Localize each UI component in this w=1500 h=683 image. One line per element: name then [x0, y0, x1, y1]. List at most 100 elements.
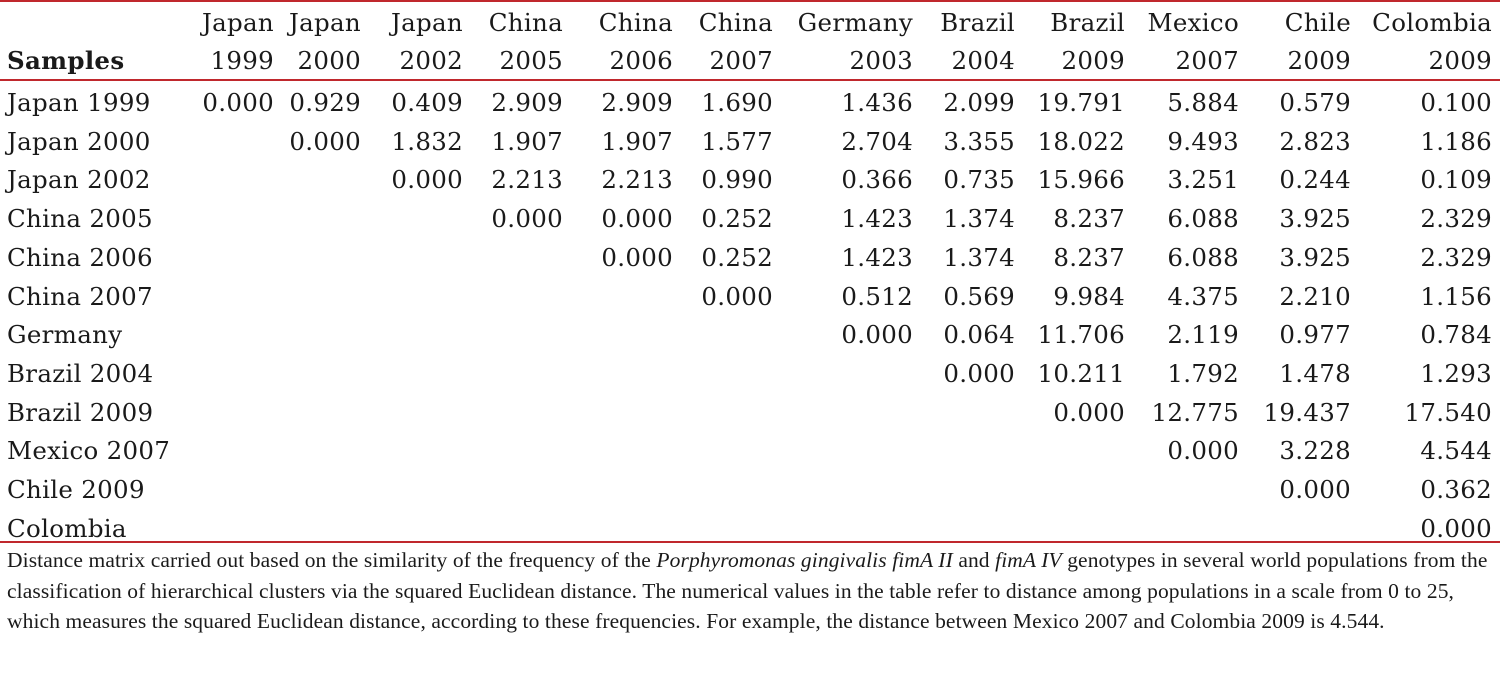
distance-cell [571, 432, 681, 471]
distance-cell [282, 316, 369, 355]
row-label: Japan 1999 [7, 88, 151, 117]
column-header-year: 2000 [297, 46, 361, 75]
column-header-name: Brazil [1050, 8, 1125, 37]
distance-cell [200, 161, 282, 200]
distance-cell [781, 432, 921, 471]
distance-cell [282, 200, 369, 239]
distance-cell [571, 510, 681, 549]
distance-cell: 2.119 [1167, 320, 1239, 350]
distance-cell: 0.512 [841, 281, 913, 311]
column-header-year: 2009 [1061, 46, 1125, 75]
column-header-year: 2002 [399, 46, 463, 75]
column-header: China 2007 [681, 4, 781, 82]
row-label: Mexico 2007 [7, 436, 171, 466]
distance-cell: 0.784 [1420, 320, 1492, 350]
distance-cell: 2.213 [491, 165, 563, 195]
table-row: Brazil 2004 0.000 10.211 1.792 1.478 1.293 [0, 355, 1500, 394]
distance-cell: 2.909 [601, 88, 673, 117]
distance-cell: 3.251 [1167, 165, 1239, 195]
table-row: Japan 1999 0.000 0.929 0.409 2.909 2.909 1.690… [0, 82, 1500, 123]
distance-cell: 0.000 [1279, 475, 1351, 505]
distance-cell: 3.925 [1279, 204, 1351, 234]
distance-cell: 0.000 [1053, 397, 1125, 427]
table-row: Colombia 0.000 [0, 510, 1500, 549]
distance-cell [282, 510, 369, 549]
distance-cell: 0.000 [601, 204, 673, 234]
distance-cell [200, 278, 282, 317]
row-label: Brazil 2004 [7, 358, 154, 388]
distance-cell: 0.000 [841, 320, 913, 350]
distance-cell [571, 394, 681, 433]
distance-cell: 2.099 [943, 88, 1015, 117]
row-label: Germany [7, 320, 123, 350]
column-header-name: Brazil [940, 8, 1015, 37]
distance-cell: 1.186 [1420, 126, 1492, 156]
distance-cell: 0.109 [1420, 165, 1492, 195]
table-bottom-rule [0, 541, 1500, 543]
distance-cell: 1.436 [841, 88, 913, 117]
distance-cell: 1.423 [841, 204, 913, 234]
table-row: Mexico 2007 0.000 3.228 4.544 [0, 432, 1500, 471]
distance-cell: 0.100 [1420, 88, 1492, 117]
column-header: China 2005 [471, 4, 571, 82]
distance-cell [471, 239, 571, 278]
column-header: Brazil 2004 [921, 4, 1023, 82]
table-row: China 2007 0.000 0.512 0.569 9.984 4.375 2.210… [0, 278, 1500, 317]
column-header-year: 2006 [609, 46, 673, 75]
distance-cell [921, 510, 1023, 549]
distance-cell: 0.064 [943, 320, 1015, 350]
distance-cell [681, 394, 781, 433]
column-header-name: Colombia [1372, 8, 1492, 37]
distance-cell [369, 355, 471, 394]
distance-cell [282, 355, 369, 394]
distance-cell: 0.000 [391, 165, 463, 195]
table-row: Japan 2002 0.000 2.213 2.213 0.990 0.366 0.735… [0, 161, 1500, 200]
row-label: Brazil 2009 [7, 397, 154, 427]
distance-cell [282, 278, 369, 317]
distance-cell [681, 471, 781, 510]
table-row: Germany 0.000 0.064 11.706 2.119 0.977 0.784 [0, 316, 1500, 355]
distance-cell [200, 471, 282, 510]
distance-cell [369, 278, 471, 317]
distance-cell: 0.569 [943, 281, 1015, 311]
distance-cell [282, 471, 369, 510]
distance-cell: 0.000 [943, 358, 1015, 388]
distance-cell: 5.884 [1167, 88, 1239, 117]
column-header-year: 2003 [849, 46, 913, 75]
column-header-year: 2009 [1287, 46, 1351, 75]
distance-cell [471, 432, 571, 471]
distance-cell [471, 394, 571, 433]
distance-cell: 8.237 [1053, 204, 1125, 234]
distance-cell: 18.022 [1037, 126, 1125, 156]
caption-species: Porphyromonas gingivalis [656, 548, 887, 572]
distance-cell [471, 355, 571, 394]
column-header-name: China [488, 8, 563, 37]
distance-cell: 1.478 [1279, 358, 1351, 388]
distance-cell: 0.362 [1420, 475, 1492, 505]
distance-cell: 15.966 [1037, 165, 1125, 195]
table-row: China 2006 0.000 0.252 1.423 1.374 8.237 6.088… [0, 239, 1500, 278]
distance-cell: 1.374 [943, 242, 1015, 272]
distance-cell: 0.252 [701, 242, 773, 272]
distance-cell [571, 471, 681, 510]
distance-cell: 2.213 [601, 165, 673, 195]
table-row: Brazil 2009 0.000 12.775 19.437 17.540 [0, 394, 1500, 433]
distance-cell: 1.907 [491, 126, 563, 156]
column-header-name: Japan [391, 8, 463, 37]
distance-cell [1023, 471, 1133, 510]
distance-cell [681, 355, 781, 394]
row-label: China 2007 [7, 281, 153, 311]
table-row: Chile 2009 0.000 0.362 [0, 471, 1500, 510]
column-header-name: Chile [1284, 8, 1351, 37]
distance-cell: 0.000 [701, 281, 773, 311]
distance-cell: 3.228 [1279, 436, 1351, 466]
caption-text-before: Distance matrix carried out based on the… [7, 548, 657, 572]
table-caption: Distance matrix carried out based on the… [7, 545, 1497, 637]
distance-cell [369, 200, 471, 239]
column-header-year: 1999 [210, 46, 274, 75]
distance-cell [282, 161, 369, 200]
distance-cell: 1.907 [601, 126, 673, 156]
distance-cell: 2.329 [1420, 242, 1492, 272]
distance-cell: 0.409 [391, 88, 463, 117]
distance-cell: 0.929 [289, 88, 361, 117]
